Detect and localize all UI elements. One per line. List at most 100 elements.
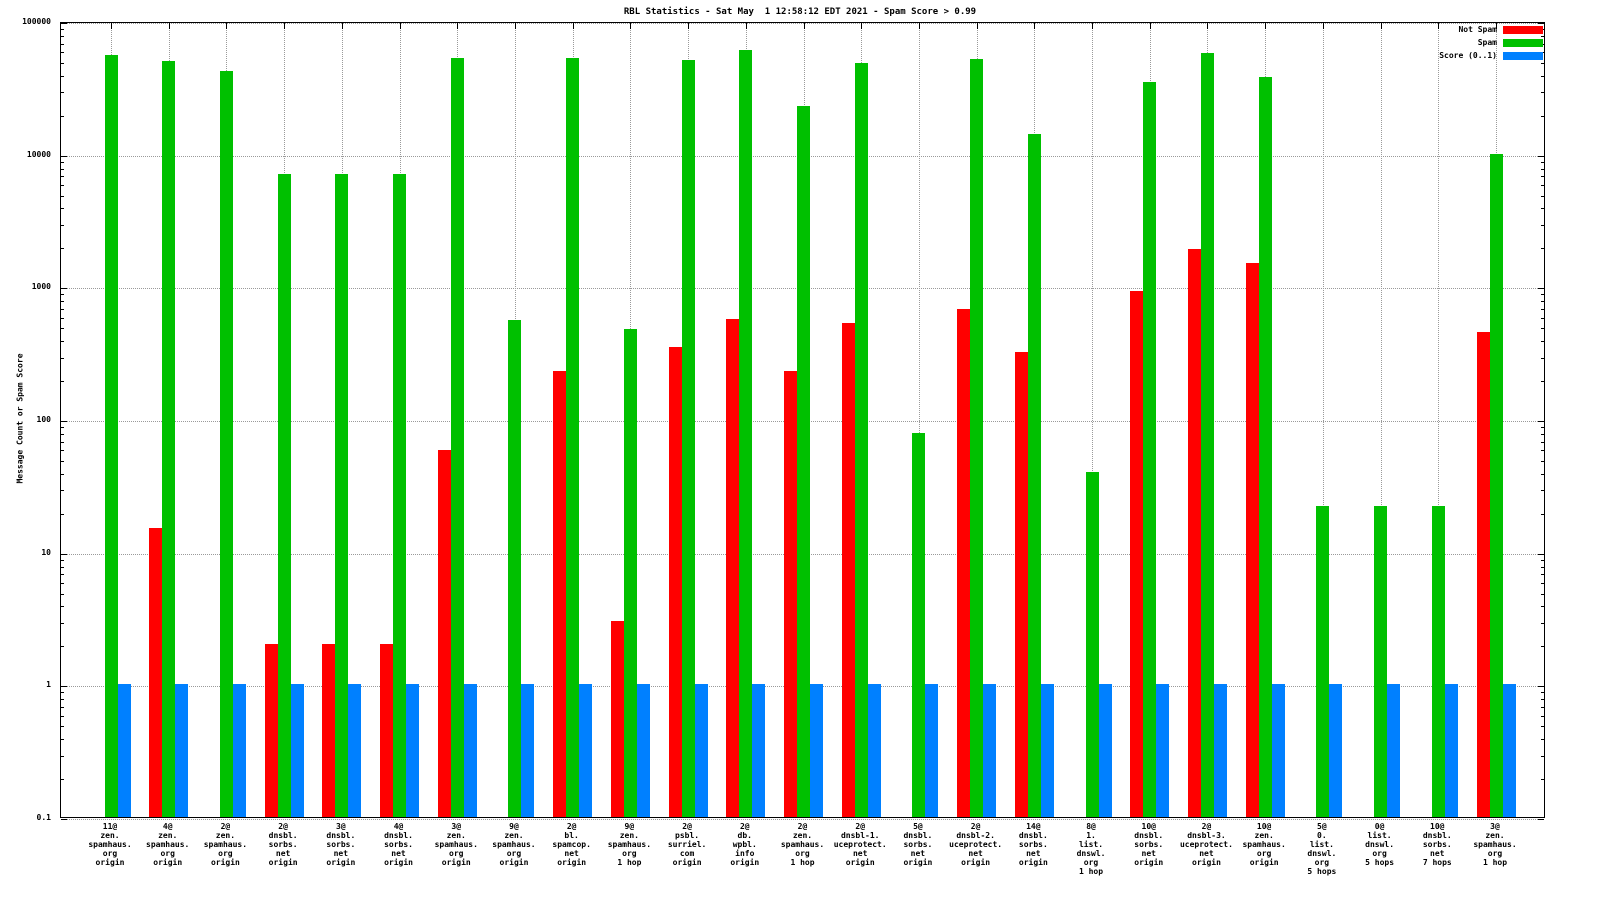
x-tick <box>688 23 690 29</box>
bar-not-spam <box>841 322 855 817</box>
x-tick <box>341 23 343 29</box>
y-tick-label: 10 <box>41 547 51 557</box>
y-tick-label: 1 <box>46 680 51 690</box>
y-minor-tick <box>61 29 64 31</box>
y-minor-tick <box>1541 168 1544 170</box>
x-gridline <box>1322 23 1324 817</box>
bar-spam <box>1200 53 1214 817</box>
bar-score <box>867 684 881 817</box>
bar-not-spam <box>322 644 336 817</box>
bar-spam <box>1258 76 1272 817</box>
x-tick <box>457 23 459 29</box>
y-minor-tick <box>61 623 64 625</box>
y-minor-tick <box>61 460 64 462</box>
x-tick <box>1149 23 1151 29</box>
x-category-label: 10@ zen. spamhaus. org origin <box>1242 822 1286 867</box>
x-category-label: 5@ dnsbl. sorbs. net origin <box>903 822 933 867</box>
bar-score <box>348 684 362 817</box>
bar-score <box>175 684 189 817</box>
bar-not-spam <box>553 371 567 817</box>
legend-item: Spam <box>1478 38 1543 47</box>
y-minor-tick <box>61 115 64 117</box>
plot-area <box>60 22 1545 820</box>
x-category-label: 2@ zen. spamhaus. org origin <box>203 822 248 867</box>
y-major-tick <box>1538 686 1544 688</box>
y-minor-tick <box>61 490 64 492</box>
x-category-label: 2@ db. wpbl. info origin <box>730 822 760 867</box>
y-minor-tick <box>1541 317 1544 319</box>
y-minor-tick <box>61 62 64 64</box>
bar-not-spam <box>149 528 163 817</box>
y-minor-tick <box>61 593 64 595</box>
x-tick <box>1034 23 1036 29</box>
y-tick-labels: 0.1 1 10 100 1000 10000 100000 <box>0 17 55 822</box>
legend-item-label: Score (0..1) <box>1439 51 1497 60</box>
x-category-label: 5@ 0. list. dnswl. org 5 hops <box>1307 822 1337 876</box>
y-minor-tick <box>1541 646 1544 648</box>
x-gridline <box>1438 23 1440 817</box>
y-major-tick <box>61 155 67 157</box>
y-minor-tick <box>61 317 64 319</box>
y-minor-tick <box>1541 566 1544 568</box>
y-minor-tick <box>61 75 64 77</box>
legend-item-swatch <box>1503 51 1543 60</box>
y-major-tick <box>1538 819 1544 820</box>
bar-spam <box>277 174 291 817</box>
y-minor-tick <box>1541 248 1544 250</box>
y-minor-tick <box>61 92 64 94</box>
bar-score <box>983 684 997 817</box>
bar-spam <box>1316 506 1330 817</box>
y-minor-tick <box>1541 450 1544 452</box>
bar-score <box>406 684 420 817</box>
x-tick <box>630 23 632 29</box>
y-gridline <box>61 23 1544 24</box>
y-minor-tick <box>61 381 64 383</box>
y-minor-tick <box>61 161 64 163</box>
y-major-tick <box>61 288 67 290</box>
y-minor-tick <box>1541 433 1544 435</box>
y-minor-tick <box>61 715 64 717</box>
y-minor-tick <box>61 473 64 475</box>
y-minor-tick <box>1541 208 1544 210</box>
bar-spam <box>1374 506 1388 817</box>
x-category-label: 14@ dnsbl. sorbs. net origin <box>1018 822 1048 867</box>
bar-score <box>1156 684 1170 817</box>
legend: Not Spam Spam Score (0..1) <box>1439 25 1543 60</box>
bar-score <box>1444 684 1458 817</box>
y-minor-tick <box>1541 381 1544 383</box>
y-minor-tick <box>61 450 64 452</box>
bar-score <box>694 684 708 817</box>
bar-not-spam <box>784 371 797 817</box>
y-minor-tick <box>61 441 64 443</box>
x-category-label: 4@ zen. spamhaus. org origin <box>146 822 190 867</box>
legend-item-label: Not Spam <box>1458 25 1497 34</box>
y-minor-tick <box>1541 357 1544 359</box>
bar-spam <box>566 57 580 817</box>
x-tick <box>861 23 863 29</box>
y-minor-tick <box>1541 473 1544 475</box>
y-minor-tick <box>61 779 64 781</box>
bar-spam <box>739 50 753 817</box>
bar-not-spam <box>1245 262 1259 817</box>
y-minor-tick <box>61 43 64 45</box>
x-axis-labels: 11@ zen. spamhaus. org origin 4@ zen. spa… <box>60 822 1545 892</box>
y-major-tick <box>61 23 67 24</box>
bar-not-spam <box>1130 290 1144 817</box>
legend-item-swatch <box>1503 38 1543 47</box>
y-minor-tick <box>1541 176 1544 178</box>
y-minor-tick <box>61 559 64 561</box>
x-category-label: 10@ dnsbl. sorbs. net 7 hops <box>1422 822 1452 867</box>
y-minor-tick <box>1541 115 1544 117</box>
x-category-label: 2@ psbl. surriel. com origin <box>667 822 707 867</box>
bar-score <box>1040 684 1054 817</box>
y-tick-label: 100000 <box>22 17 51 26</box>
bar-score <box>925 684 939 817</box>
y-minor-tick <box>61 308 64 310</box>
bar-score <box>636 684 650 817</box>
legend-item: Score (0..1) <box>1439 51 1543 60</box>
y-minor-tick <box>61 185 64 187</box>
bar-not-spam <box>726 318 740 817</box>
y-minor-tick <box>61 606 64 608</box>
y-minor-tick <box>61 357 64 359</box>
y-minor-tick <box>61 341 64 343</box>
